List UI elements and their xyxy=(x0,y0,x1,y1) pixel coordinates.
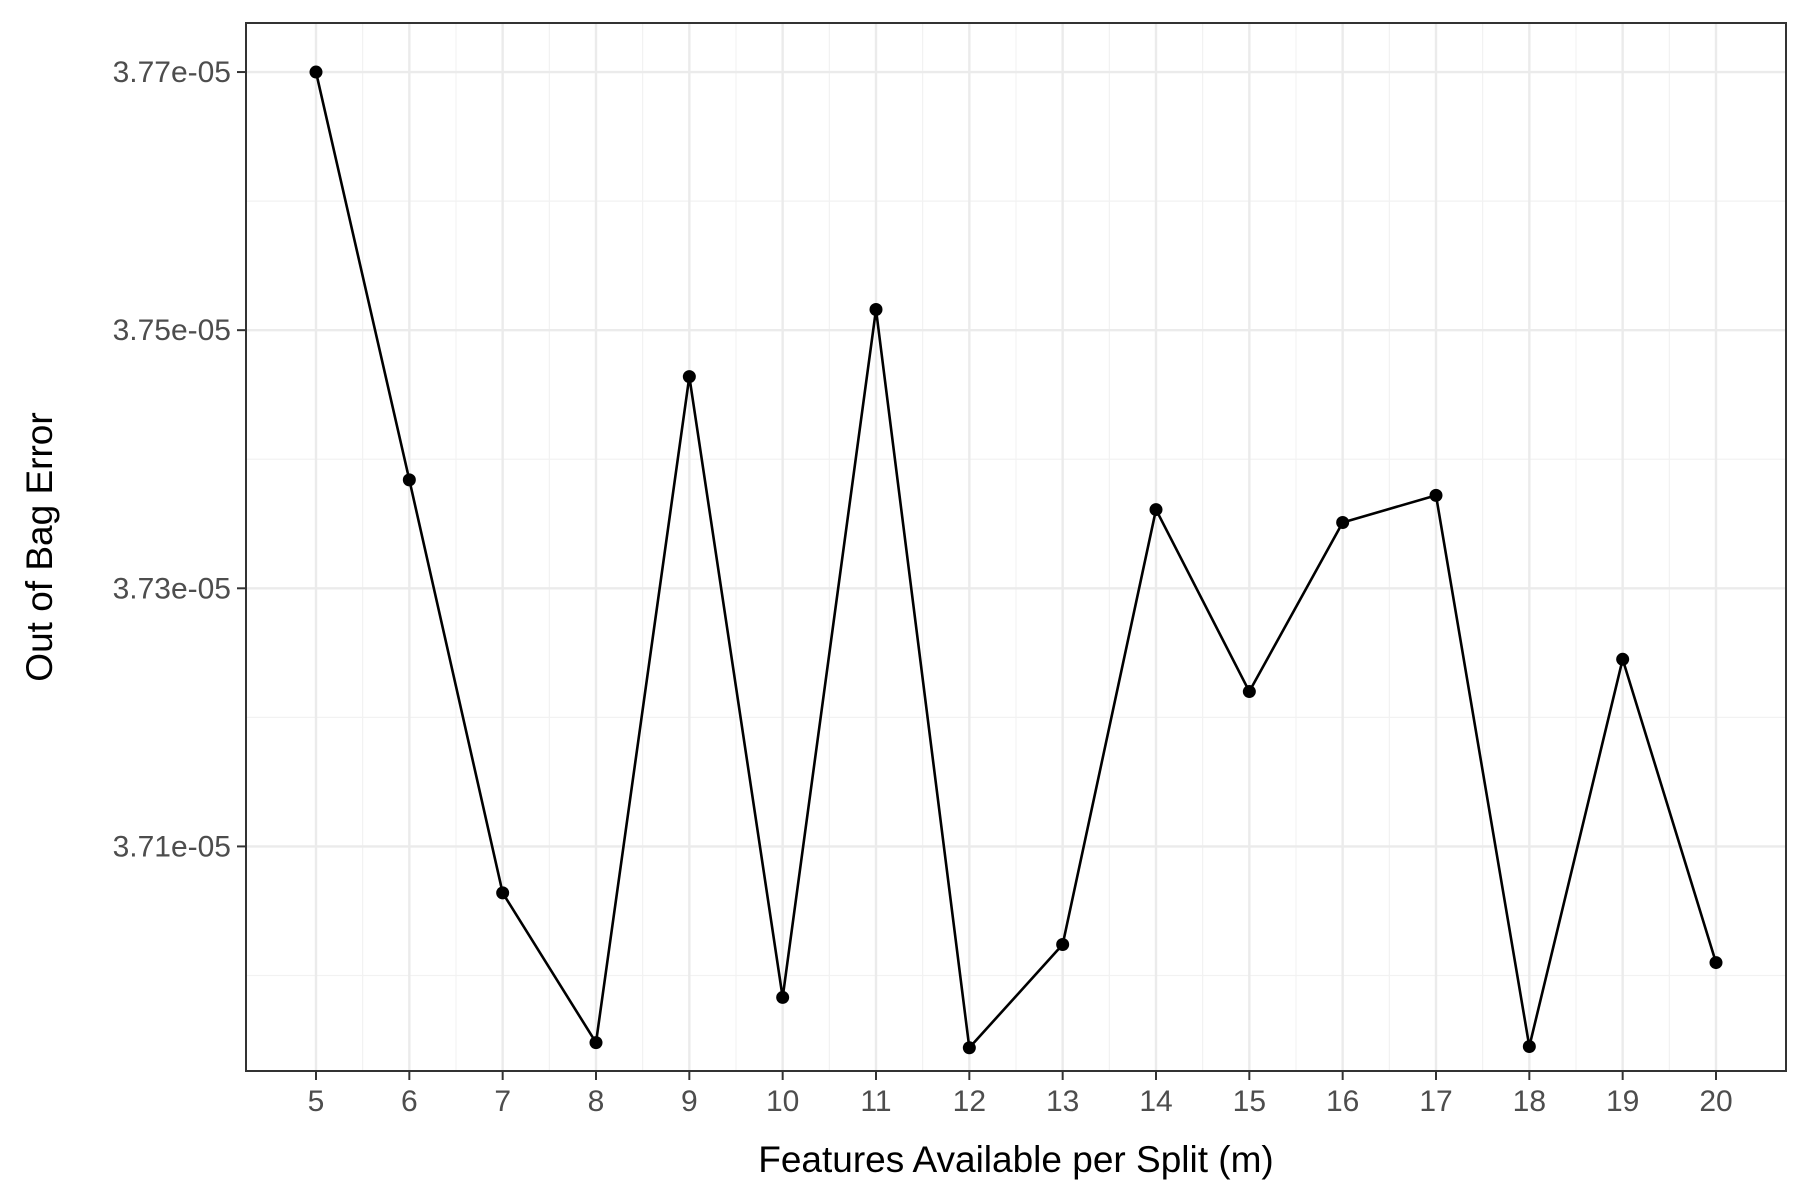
x-tick-label: 12 xyxy=(953,1085,986,1118)
data-point xyxy=(402,473,416,487)
x-tick-label: 11 xyxy=(860,1085,891,1118)
x-tick-label: 20 xyxy=(1699,1085,1732,1118)
data-point xyxy=(776,990,790,1004)
x-axis-title: Features Available per Split (m) xyxy=(758,1139,1274,1180)
data-point xyxy=(1149,503,1163,517)
data-point xyxy=(496,886,510,900)
y-tick-label: 3.73e-05 xyxy=(113,572,231,605)
minor-gridlines xyxy=(246,23,1786,1071)
x-tick-label: 16 xyxy=(1326,1085,1359,1118)
x-tick-label: 5 xyxy=(308,1085,325,1118)
y-axis-title: Out of Bag Error xyxy=(19,412,60,681)
data-point xyxy=(869,303,883,317)
y-tick-label: 3.77e-05 xyxy=(113,56,231,89)
x-tick-label: 9 xyxy=(681,1085,698,1118)
data-point xyxy=(309,65,323,79)
y-tick-label: 3.75e-05 xyxy=(113,314,231,347)
data-point xyxy=(1242,685,1256,699)
x-tick-label: 6 xyxy=(401,1085,418,1118)
data-point xyxy=(1336,515,1350,529)
data-point xyxy=(1709,956,1723,970)
y-axis: 3.77e-05 3.75e-05 3.73e-05 3.71e-05 xyxy=(113,56,246,863)
x-axis: 5 6 7 8 9 10 11 12 13 14 15 16 17 18 19 20 xyxy=(308,1071,1733,1118)
x-tick-label: 15 xyxy=(1233,1085,1266,1118)
data-point xyxy=(682,370,696,384)
x-tick-label: 18 xyxy=(1513,1085,1546,1118)
x-tick-label: 13 xyxy=(1046,1085,1079,1118)
data-point xyxy=(1056,938,1070,952)
data-point xyxy=(589,1036,603,1050)
data-point xyxy=(962,1041,976,1055)
x-tick-label: 7 xyxy=(494,1085,511,1118)
x-tick-label: 8 xyxy=(588,1085,605,1118)
x-tick-label: 10 xyxy=(766,1085,799,1118)
data-point xyxy=(1522,1039,1536,1053)
y-tick-label: 3.71e-05 xyxy=(113,830,231,863)
x-tick-label: 19 xyxy=(1606,1085,1639,1118)
plot-panel-border xyxy=(245,22,1787,1072)
data-point xyxy=(1429,488,1443,502)
series-oob-error xyxy=(309,65,1723,1055)
data-point xyxy=(1616,652,1630,666)
x-tick-label: 14 xyxy=(1139,1085,1172,1118)
series-line xyxy=(314,71,1718,1050)
x-tick-label: 17 xyxy=(1419,1085,1452,1118)
